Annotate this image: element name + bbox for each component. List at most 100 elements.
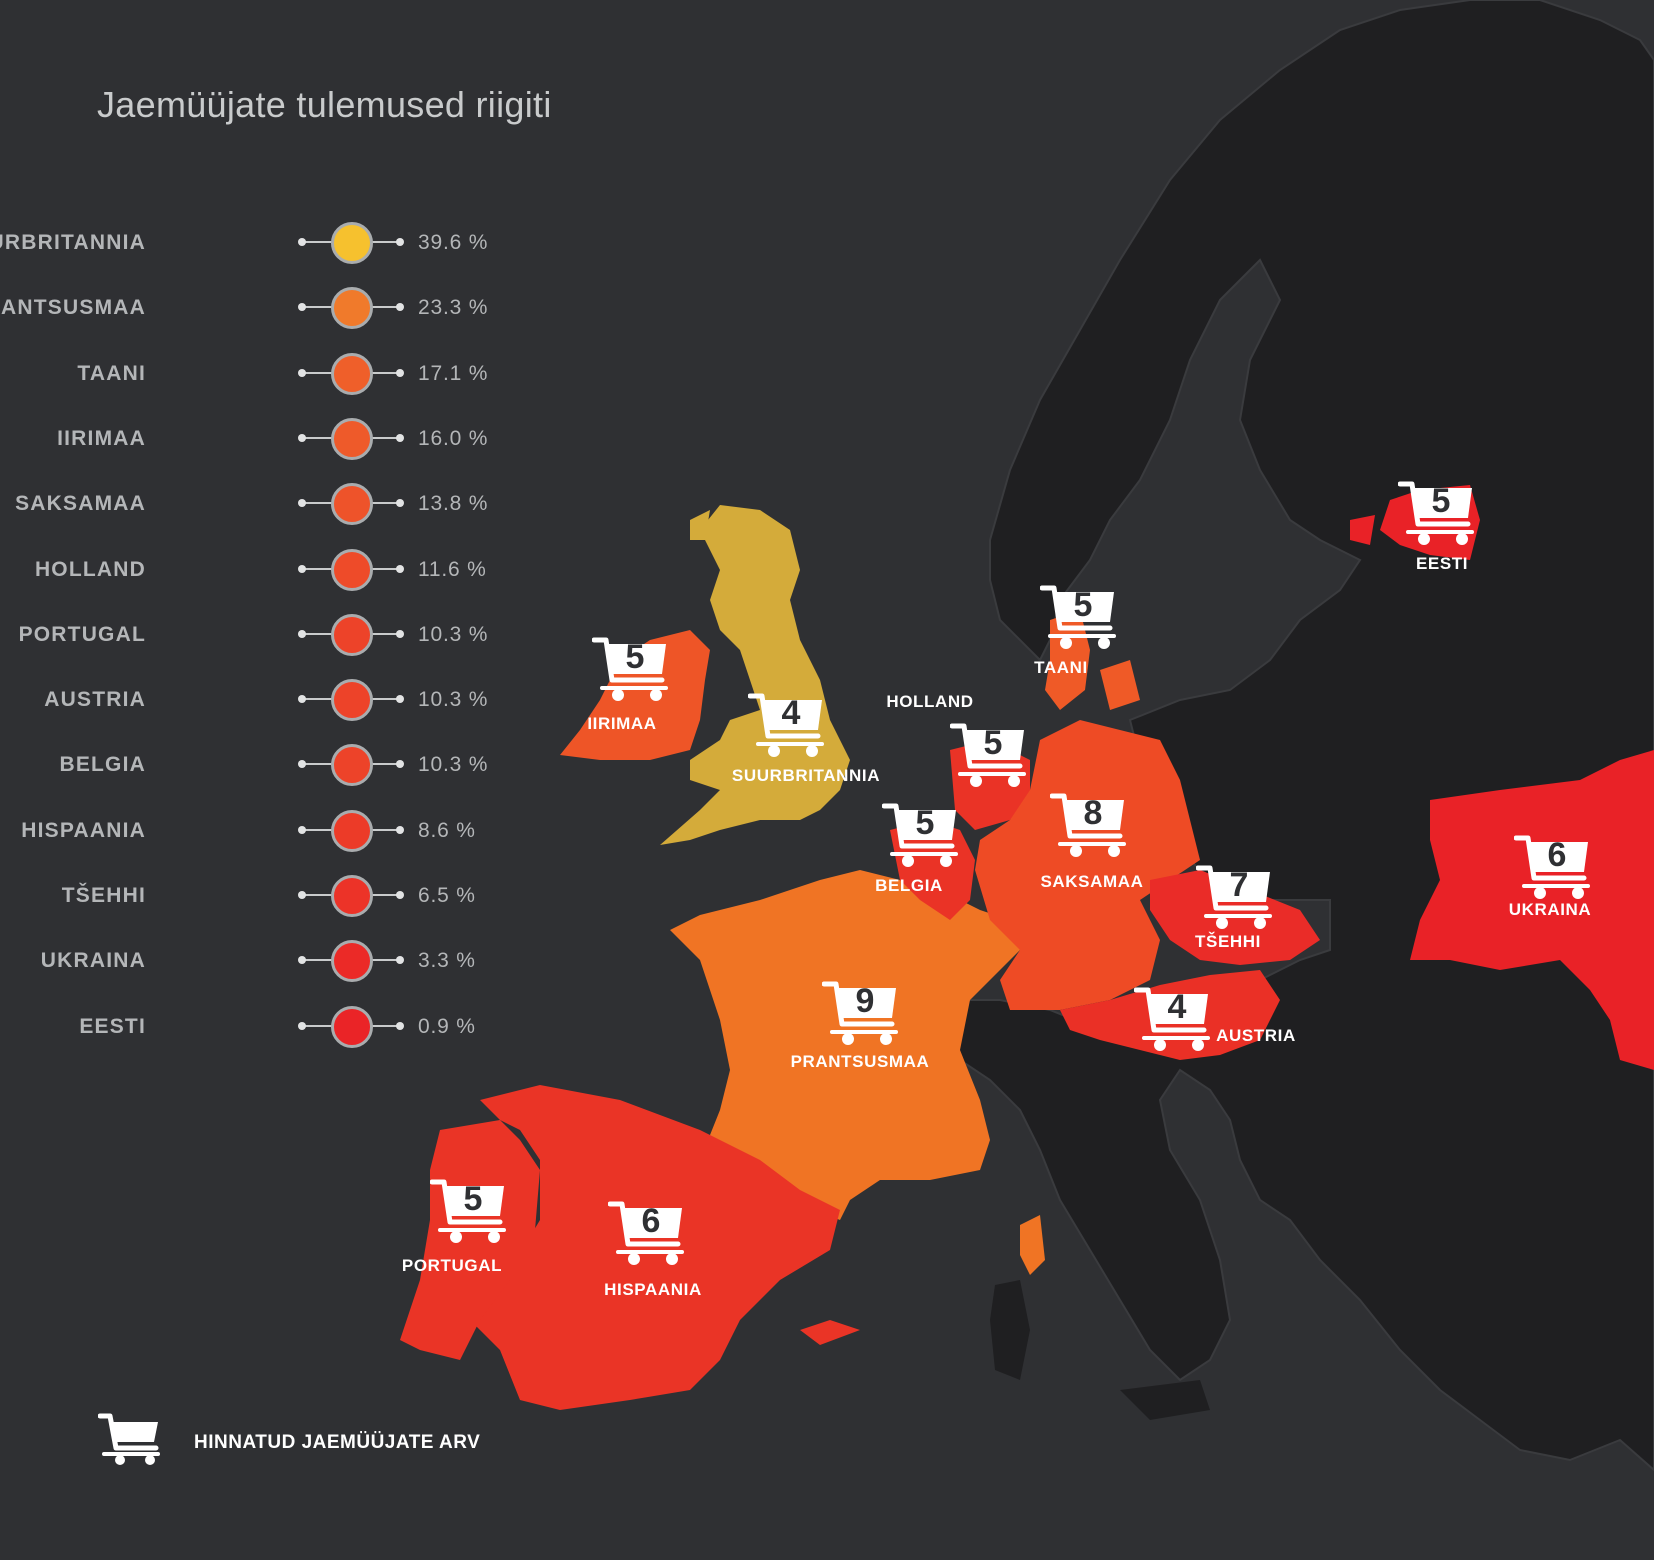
legend-value: 10.3 %: [418, 753, 489, 777]
legend-dot-right: [396, 433, 404, 442]
cart-icon: [1196, 865, 1272, 929]
legend-dot-right: [396, 956, 404, 965]
retailer-count: 4: [781, 694, 801, 732]
retailer-count-badge: 6: [1514, 832, 1592, 904]
legend-value: 11.6 %: [418, 557, 487, 581]
retailer-count: 5: [915, 804, 935, 842]
island-balearic: [800, 1320, 860, 1345]
legend-country: IIRIMAA: [57, 426, 146, 450]
cart-icon: [748, 693, 824, 757]
country-label: UKRAINA: [1508, 900, 1592, 919]
legend-value: 3.3 %: [418, 949, 476, 973]
retailer-count: 4: [1167, 988, 1187, 1026]
legend-dot-left: [298, 629, 306, 638]
retailer-count-legend-label: HINNATUD JAEMÜÜJATE ARV: [194, 1432, 481, 1453]
cart-icon: [1514, 835, 1590, 899]
legend-color-circle: [331, 548, 373, 591]
legend-dot-left: [298, 564, 306, 573]
legend-dot-left: [298, 499, 306, 508]
cart-icon: [608, 1201, 684, 1265]
legend-value: 16.0 %: [418, 426, 489, 450]
legend-dot-right: [396, 303, 404, 312]
legend-row: AUSTRIA 10.3 %: [0, 679, 520, 722]
country-label: HISPAANIA: [604, 1280, 702, 1299]
legend-row: UKRAINA 3.3 %: [0, 940, 520, 983]
country-label: PRANTSUSMAA: [790, 1052, 930, 1071]
retailer-count: 6: [641, 1202, 661, 1240]
legend-color-circle: [331, 940, 373, 983]
retailer-count: 8: [1083, 794, 1103, 832]
legend-country: PORTUGAL: [18, 622, 146, 646]
legend-value: 8.6 %: [418, 818, 476, 842]
legend-country: PRANTSUSMAA: [0, 296, 146, 320]
legend-value: 0.9 %: [418, 1014, 476, 1038]
cart-icon: [592, 637, 668, 701]
island-sicily: [1120, 1380, 1210, 1420]
legend-country: EESTI: [79, 1014, 146, 1038]
legend-dot-left: [298, 238, 306, 246]
retailer-count: 5: [1073, 586, 1093, 624]
legend-color-circle: [331, 483, 373, 526]
cart-icon: [1040, 585, 1116, 649]
legend-row: PRANTSUSMAA 23.3 %: [0, 287, 520, 330]
retailer-count-badge: 5: [882, 800, 960, 872]
retailer-count: 6: [1547, 836, 1567, 874]
legend-dot-left: [298, 760, 306, 769]
country-label: SUURBRITANNIA: [731, 766, 881, 785]
country-label: EESTI: [1415, 554, 1469, 573]
legend-row: SUURBRITANNIA 39.6 %: [0, 222, 520, 264]
legend-color-circle: [331, 744, 373, 787]
retailer-count: 9: [855, 982, 875, 1020]
island-corsica: [1020, 1215, 1045, 1275]
legend-row: SAKSAMAA 13.8 %: [0, 483, 520, 526]
retailer-count: 7: [1229, 866, 1249, 904]
legend-value: 13.8 %: [418, 492, 489, 516]
legend-value: 39.6 %: [418, 231, 489, 254]
retailer-count-badge: 5: [950, 720, 1028, 792]
retailer-count: 5: [1431, 482, 1451, 520]
legend-dot-right: [396, 695, 404, 704]
legend-row: HOLLAND 11.6 %: [0, 548, 520, 591]
legend-dot-right: [396, 760, 404, 769]
retailer-count-badge: 5: [430, 1176, 508, 1248]
legend-dot-left: [298, 825, 306, 834]
map-title: Jaemüüjate tulemused riigiti: [97, 84, 552, 125]
country-germany: [975, 720, 1200, 1010]
legend-color-circle: [331, 417, 373, 460]
cart-icon: [882, 803, 958, 867]
legend-color-circle: [331, 352, 373, 395]
legend-dot-right: [396, 238, 404, 246]
legend-color-circle: [331, 287, 373, 330]
legend-value: 23.3 %: [418, 296, 489, 320]
legend-country: SUURBRITANNIA: [0, 231, 146, 254]
legend-dot-left: [298, 433, 306, 442]
legend-dot-right: [396, 891, 404, 899]
country-label: TAANI: [1034, 658, 1088, 677]
legend-color-circle: [331, 613, 373, 656]
country-estonia-islands: [1350, 515, 1375, 545]
legend-dot-right: [396, 499, 404, 508]
retailer-count-badge: 5: [1398, 478, 1476, 550]
legend-dot-right: [396, 825, 404, 834]
retailer-count-legend: HINNATUD JAEMÜÜJATE ARV: [98, 1410, 598, 1474]
legend-country: AUSTRIA: [44, 688, 146, 712]
country-label: BELGIA: [875, 876, 943, 895]
legend-dot-right: [396, 368, 404, 377]
legend-row: IIRIMAA 16.0 %: [0, 417, 520, 460]
country-uk-scotland-islands: [690, 510, 710, 540]
legend-country: BELGIA: [59, 753, 146, 777]
country-label: AUSTRIA: [1216, 1026, 1296, 1045]
country-label: HOLLAND: [886, 692, 974, 711]
legend-color-circle: [331, 679, 373, 722]
legend-value: 10.3 %: [418, 622, 489, 646]
country-france: [670, 870, 1020, 1220]
retailer-count: 5: [463, 1180, 483, 1218]
country-label: PORTUGAL: [401, 1256, 503, 1275]
country-label: SAKSAMAA: [1040, 872, 1144, 891]
legend-color-circle: [331, 222, 373, 264]
country-uk: [660, 505, 850, 845]
cart-icon: [1050, 793, 1126, 857]
cart-icon: [430, 1179, 506, 1243]
legend-country: UKRAINA: [40, 949, 146, 973]
